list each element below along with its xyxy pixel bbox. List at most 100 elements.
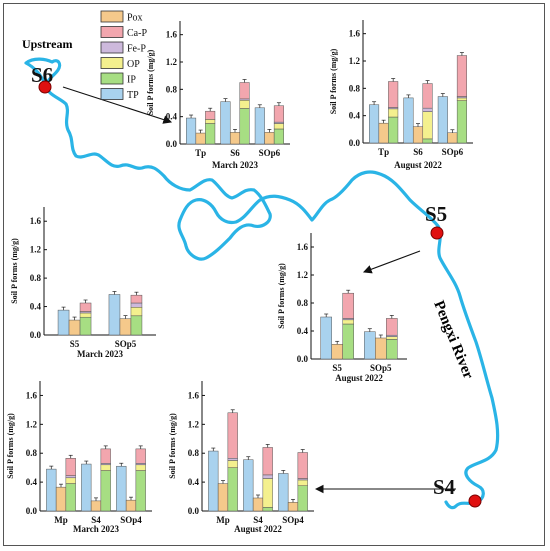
- y-tick-label: 0.0: [297, 354, 309, 364]
- bar-pox: [331, 344, 343, 360]
- bar-ip: [386, 339, 398, 360]
- bar-op: [205, 119, 216, 124]
- bar-pox: [287, 502, 299, 512]
- bar-ip: [456, 100, 467, 144]
- site-label-s5: S5: [425, 202, 447, 226]
- bar-pox: [125, 499, 137, 512]
- bar-pox: [412, 126, 424, 144]
- legend-label-fe-p: Fe-P: [127, 44, 146, 55]
- site-marker-s6: [38, 80, 52, 94]
- x-category-label: S6: [413, 147, 423, 157]
- bar-ca-p: [262, 447, 273, 476]
- y-tick-label: 0.0: [188, 506, 200, 516]
- y-tick-label: 1.6: [297, 242, 309, 252]
- y-tick-label: 0.4: [30, 302, 42, 312]
- y-tick-label: 0.0: [349, 138, 361, 148]
- legend-label-ip: IP: [127, 75, 136, 86]
- river-name-label: Pengxi River: [430, 299, 476, 382]
- x-category-label: SOp6: [442, 147, 464, 157]
- y-tick-label: 1.2: [349, 56, 361, 66]
- upstream-label: Upstream: [22, 37, 72, 51]
- bar-tp: [81, 463, 92, 512]
- y-tick-label: 1.2: [188, 419, 200, 429]
- chart-period-label: March 2023: [73, 524, 120, 534]
- bar-ip: [388, 116, 399, 144]
- bar-pox: [90, 500, 102, 512]
- bar-pox: [229, 132, 241, 145]
- bar-tp: [254, 107, 265, 145]
- bar-pox: [68, 319, 81, 336]
- x-category-label: SOp5: [370, 363, 392, 373]
- bar-fe-p: [422, 107, 433, 112]
- bar-op: [422, 111, 433, 140]
- bar-fe-p: [65, 475, 76, 479]
- legend-label-op: OP: [127, 59, 140, 70]
- bar-ip: [205, 123, 216, 145]
- y-tick-label: 0.8: [188, 448, 200, 458]
- bar-op: [342, 319, 354, 325]
- y-tick-label: 0.4: [26, 477, 38, 487]
- chart-period-label: August 2022: [234, 524, 282, 534]
- y-tick-label: 0.8: [30, 273, 42, 283]
- bar-ip: [273, 128, 284, 145]
- y-axis-label: Soil P forms (mg/g): [10, 238, 19, 304]
- bar-ca-p: [227, 412, 238, 459]
- bar-ip: [297, 485, 308, 512]
- bar-ip: [100, 470, 111, 512]
- bar-ca-p: [297, 452, 308, 479]
- bar-ip: [130, 315, 143, 336]
- y-tick-label: 0.0: [26, 506, 38, 516]
- bar-ca-p: [79, 302, 92, 312]
- chart-s6-march-2023: 0.0 0.4 0.8 1.2 1.6 Soil P forms (mg/g) Tp S6 SO…: [146, 21, 290, 170]
- bar-tp: [186, 117, 197, 145]
- x-category-label: SOp4: [282, 515, 304, 525]
- bar-ip: [135, 470, 146, 512]
- bar-fe-p: [227, 458, 238, 461]
- bar-op: [262, 478, 273, 508]
- bar-pox: [378, 122, 389, 144]
- chart-period-label: August 2022: [335, 373, 383, 383]
- bar-op: [273, 123, 284, 130]
- chart-s5-march-2023: 0.0 0.4 0.8 1.2 1.6 Soil P forms (mg/g) S5 SOp5…: [10, 207, 156, 359]
- charts-layer: 0.0 0.4 0.8 1.2 1.6 Soil P forms (mg/g) Tp S6 SO…: [6, 20, 473, 534]
- bar-ca-p: [135, 448, 146, 464]
- bar-ip: [227, 467, 238, 512]
- bar-ca-p: [65, 458, 76, 476]
- chart-s4-august-2022: 0.0 0.4 0.8 1.2 1.6 Soil P forms (mg/g) Mp S4 SO…: [168, 381, 314, 534]
- y-tick-label: 1.6: [26, 390, 38, 400]
- y-axis-label: Soil P forms (mg/g): [146, 49, 155, 115]
- bar-op: [456, 97, 467, 101]
- chart-s6-august-2022: 0.0 0.4 0.8 1.2 1.6 Soil P forms (mg/g) Tp S6 SO…: [329, 20, 473, 170]
- bar-tp: [46, 468, 57, 512]
- bar-ca-p: [342, 292, 354, 319]
- bar-op: [65, 477, 76, 484]
- chart-period-label: March 2023: [77, 349, 124, 359]
- bar-op: [135, 464, 146, 471]
- legend-swatch-op: [100, 57, 124, 69]
- x-category-label: SOp6: [259, 148, 281, 158]
- legend-label-tp: TP: [127, 90, 139, 101]
- y-tick-label: 1.2: [297, 270, 309, 280]
- y-axis-label: Soil P forms (mg/g): [329, 48, 338, 114]
- bar-op: [239, 100, 250, 109]
- x-category-label: S5: [70, 339, 80, 349]
- bar-pox: [447, 132, 458, 144]
- bar-pox: [252, 497, 264, 512]
- bar-tp: [369, 104, 380, 144]
- bar-op: [297, 479, 308, 486]
- bar-ca-p: [388, 81, 399, 108]
- bar-ip: [79, 316, 92, 336]
- y-tick-label: 1.2: [26, 419, 38, 429]
- bar-tp: [364, 331, 376, 360]
- bar-op: [386, 336, 398, 340]
- bar-fe-p: [130, 302, 143, 308]
- bar-tp: [278, 473, 289, 512]
- bar-ip: [239, 108, 250, 145]
- bar-op: [100, 464, 111, 471]
- chart-period-label: March 2023: [212, 160, 259, 170]
- y-tick-label: 1.2: [30, 245, 42, 255]
- bar-ip: [422, 138, 433, 144]
- x-category-label: SOp4: [120, 515, 142, 525]
- x-category-label: S4: [253, 515, 263, 525]
- y-tick-label: 0.4: [166, 112, 178, 122]
